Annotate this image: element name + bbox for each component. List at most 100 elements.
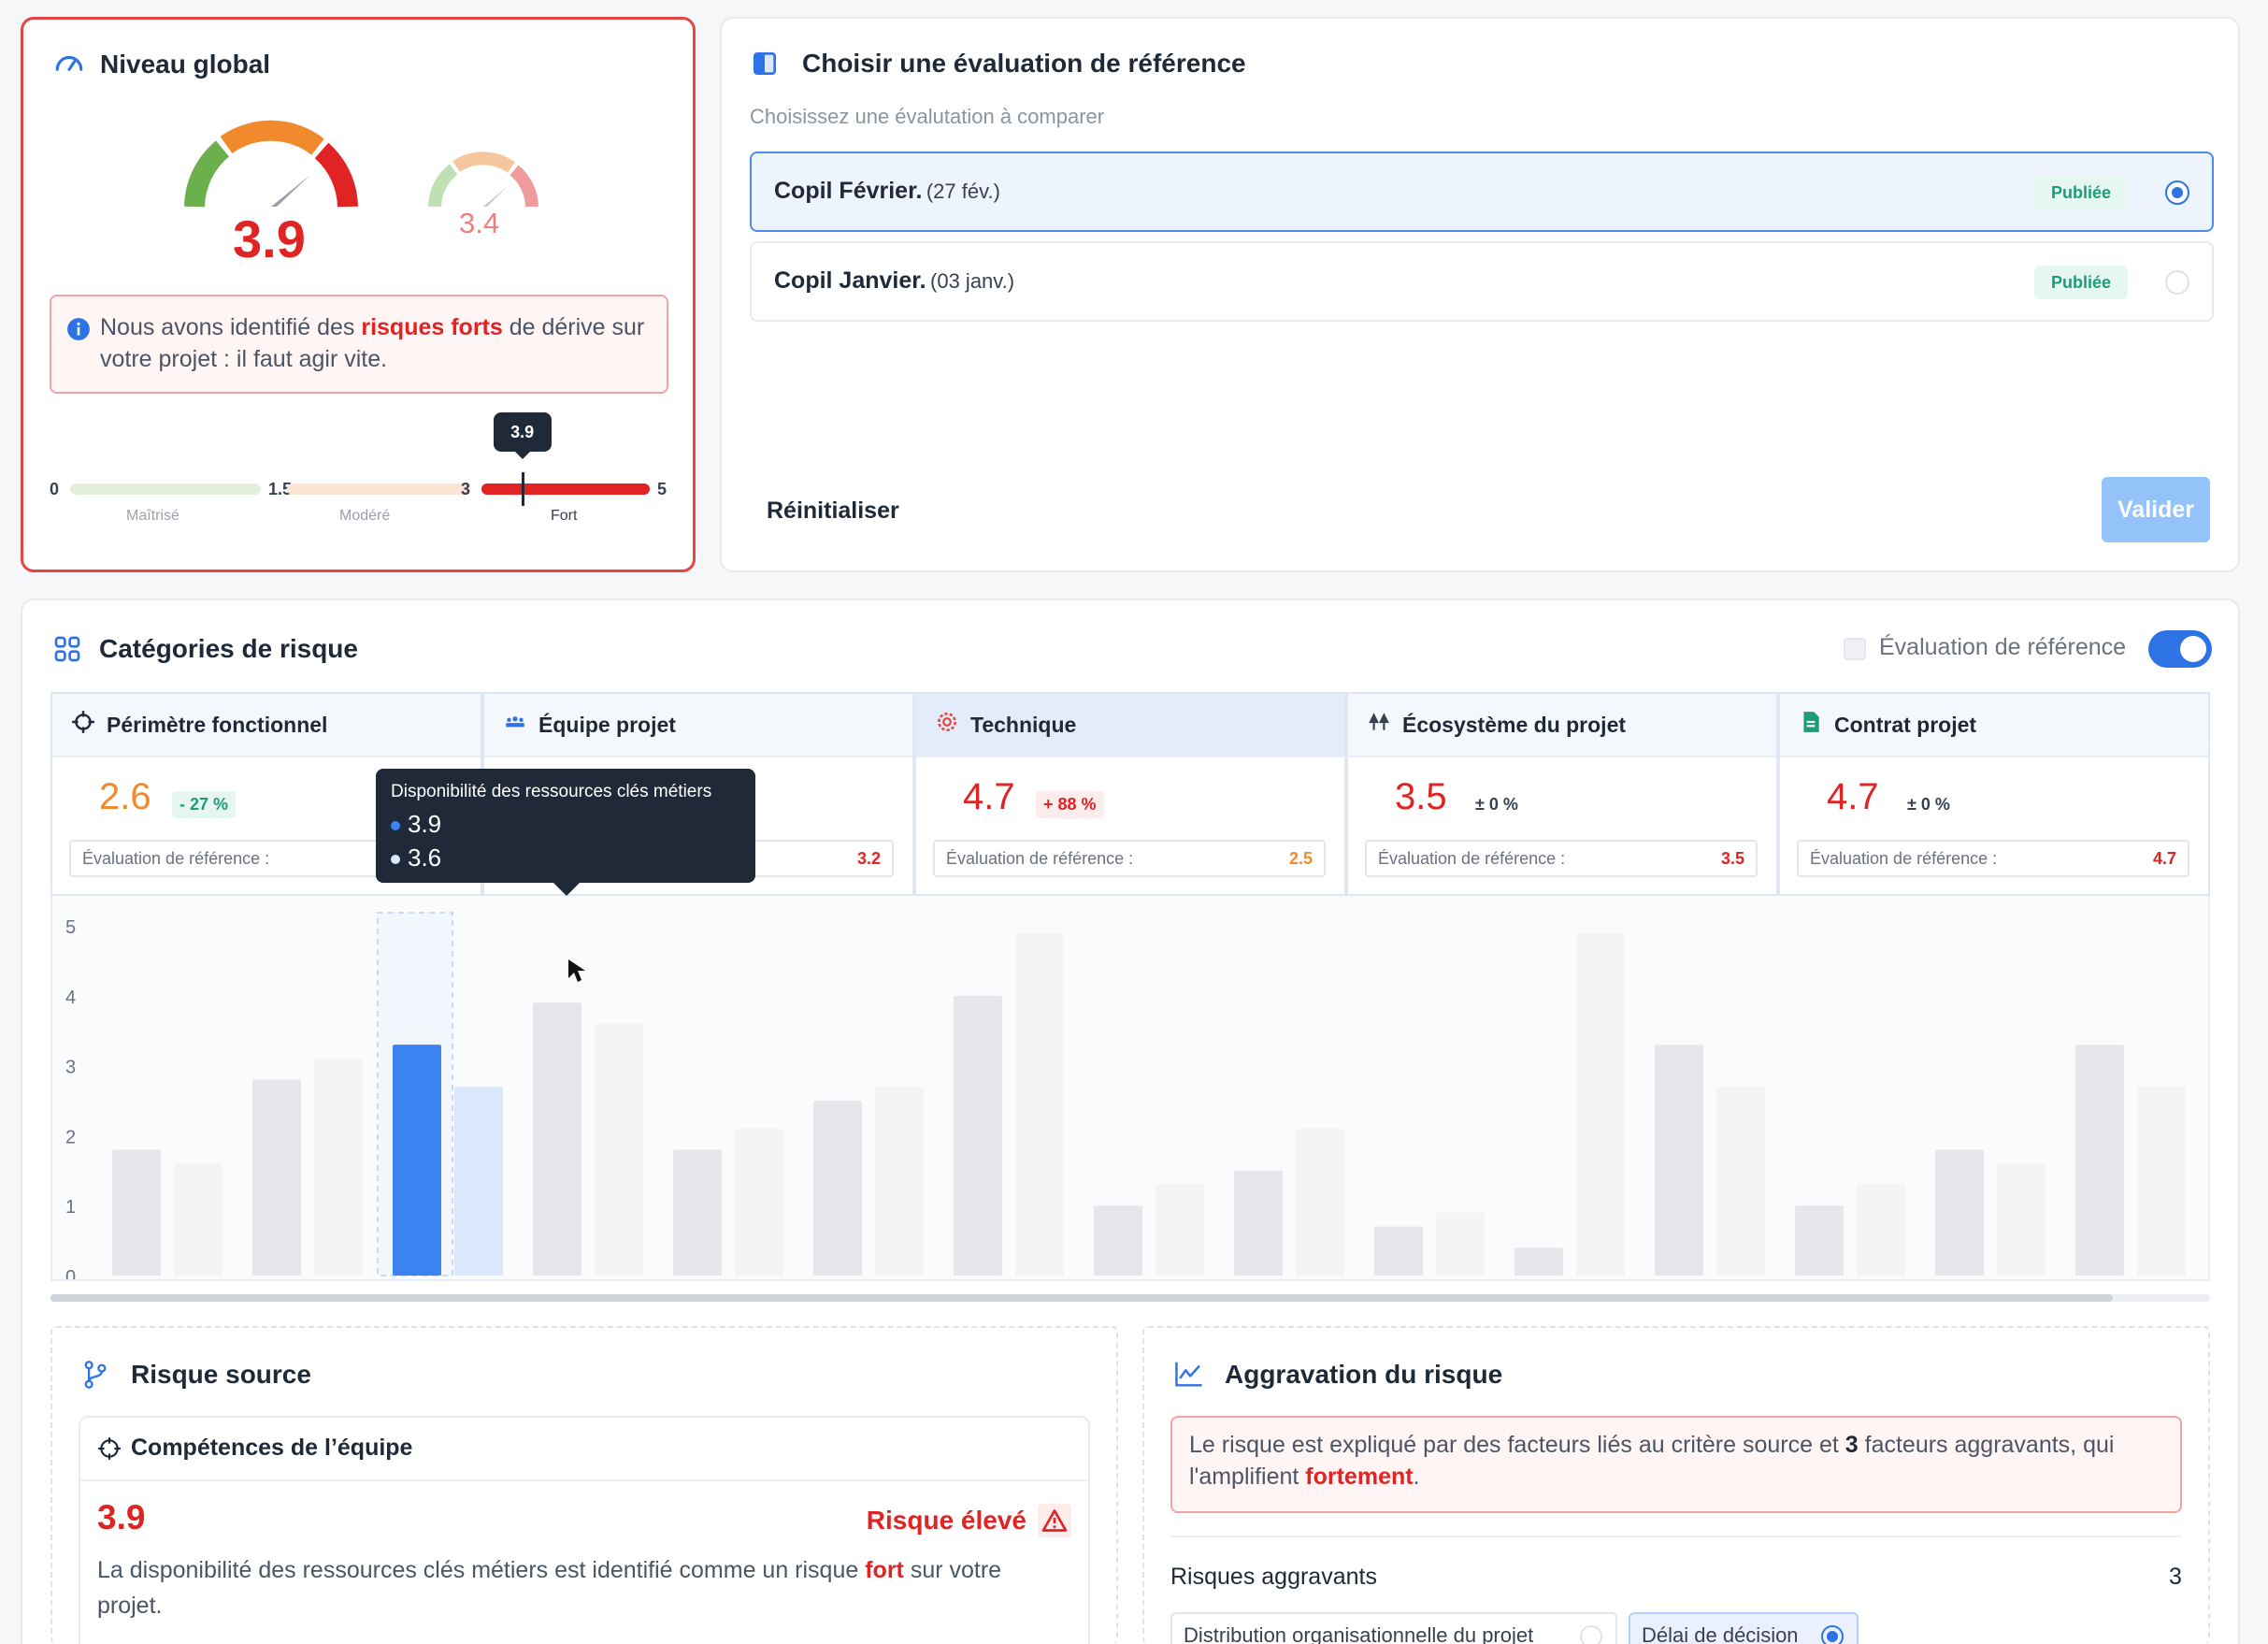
source-level: Risque élevé xyxy=(866,1506,1026,1535)
bar-reference-0[interactable] xyxy=(174,1163,222,1276)
tab-score: 4.7 xyxy=(1827,776,1879,817)
option-radio[interactable] xyxy=(2165,270,2189,295)
tab-reference-value: 2.5 xyxy=(1288,849,1313,868)
grid-icon xyxy=(54,636,80,662)
bar-current-12[interactable] xyxy=(1795,1205,1844,1276)
bar-reference-7[interactable] xyxy=(1156,1184,1204,1276)
tooltip-title: Disponibilité des ressources clés métier… xyxy=(391,782,712,801)
bar-reference-5[interactable] xyxy=(875,1087,924,1276)
bar-reference-3[interactable] xyxy=(595,1023,643,1276)
tab-reference-value: 4.7 xyxy=(2152,849,2176,868)
chip-radio[interactable] xyxy=(1580,1625,1602,1644)
y-tick-label: 1 xyxy=(65,1197,76,1218)
validate-button[interactable]: Valider xyxy=(2102,477,2210,542)
reset-button[interactable]: Réinitialiser xyxy=(767,498,899,524)
reference-chooser-card: Choisir une évaluation de référence Choi… xyxy=(720,17,2240,572)
bar-reference-13[interactable] xyxy=(1997,1163,2046,1276)
crosshair-icon xyxy=(71,710,107,740)
option-radio[interactable] xyxy=(2165,180,2189,205)
bar-current-11[interactable] xyxy=(1655,1045,1703,1276)
scale-tick-3: 5 xyxy=(657,480,667,498)
bar-reference-6[interactable] xyxy=(1015,932,1064,1276)
chip-radio[interactable] xyxy=(1821,1625,1844,1644)
bar-current-13[interactable] xyxy=(1935,1149,1984,1276)
tab-reference-field: Évaluation de référence : xyxy=(69,840,406,877)
bar-current-4[interactable] xyxy=(673,1149,722,1276)
bar-current-1[interactable] xyxy=(252,1079,301,1276)
aggravation-alert: Le risque est expliqué par des facteurs … xyxy=(1170,1416,2182,1513)
category-bar-chart: 0 1 2 3 4 5 xyxy=(50,896,2210,1288)
branch-icon xyxy=(84,1361,107,1389)
bar-reference-12[interactable] xyxy=(1857,1184,1905,1276)
main-gauge xyxy=(184,120,358,208)
reference-checkbox[interactable] xyxy=(1844,638,1866,660)
cursor-icon xyxy=(568,959,585,982)
tab-header[interactable]: Périmètre fonctionnel xyxy=(52,694,481,757)
category-tab-4[interactable]: Contrat projet 4.7 ± 0 % Évaluation de réfé… xyxy=(1778,692,2210,896)
tab-reference-label: Évaluation de référence : xyxy=(82,849,270,868)
reference-subtitle: Choisissez une évalutation à comparer xyxy=(750,105,1105,128)
tab-header[interactable]: Écosystème du projet xyxy=(1348,694,1776,757)
reference-option-fevrier[interactable]: Copil Février. (27 fév.) Publiée xyxy=(750,151,2214,232)
bar-reference-4[interactable] xyxy=(735,1128,783,1276)
aggravation-title: Aggravation du risque xyxy=(1225,1360,1503,1389)
scale-zone-high xyxy=(481,483,650,495)
tab-reference-value: 3.2 xyxy=(856,849,881,868)
bar-current-3[interactable] xyxy=(533,1002,581,1276)
bar-current-0[interactable] xyxy=(112,1149,161,1276)
scrollbar-thumb[interactable] xyxy=(50,1294,2113,1302)
global-level-card: Niveau global 3.9 3.4 Nous avons identif… xyxy=(21,17,696,572)
tab-header[interactable]: Contrat projet xyxy=(1780,694,2208,757)
y-tick-label: 2 xyxy=(65,1127,76,1147)
global-score: 3.9 xyxy=(233,209,306,268)
reference-title: Choisir une évaluation de référence xyxy=(802,49,1246,78)
bar-current-2[interactable] xyxy=(393,1045,441,1276)
global-alert: Nous avons identifié des risques forts d… xyxy=(50,295,668,394)
category-tab-3[interactable]: Écosystème du projet 3.5 ± 0 % Évaluation d… xyxy=(1346,692,1778,896)
tab-header[interactable]: Équipe projet xyxy=(484,694,912,757)
bar-current-14[interactable] xyxy=(2075,1045,2124,1276)
option-name: Copil Février. xyxy=(774,178,923,204)
bar-reference-11[interactable] xyxy=(1716,1087,1765,1276)
source-score: 3.9 xyxy=(97,1498,146,1536)
bar-current-8[interactable] xyxy=(1234,1170,1283,1276)
tab-reference-label: Évaluation de référence : xyxy=(1378,849,1566,868)
bar-reference-10[interactable] xyxy=(1576,932,1625,1276)
aggravating-count: 3 xyxy=(2169,1564,2182,1590)
bar-current-9[interactable] xyxy=(1374,1226,1423,1276)
bar-current-10[interactable] xyxy=(1514,1247,1563,1276)
aggravating-chip-selected[interactable]: Délai de décision xyxy=(1629,1612,1859,1644)
document-icon xyxy=(1799,710,1834,740)
reference-toggle-switch[interactable] xyxy=(2148,630,2212,668)
bar-reference-9[interactable] xyxy=(1436,1212,1485,1276)
tab-score: 4.7 xyxy=(963,776,1015,817)
bar-reference-1[interactable] xyxy=(314,1059,363,1276)
tab-header[interactable]: Technique xyxy=(916,694,1344,757)
bar-reference-14[interactable] xyxy=(2137,1087,2186,1276)
y-tick-label: 5 xyxy=(65,917,76,938)
tab-delta: ± 0 % xyxy=(1475,795,1518,814)
tab-name: Périmètre fonctionnel xyxy=(107,712,328,737)
bar-current-6[interactable] xyxy=(954,995,1002,1276)
scale-tick-2: 3 xyxy=(461,480,471,498)
bar-reference-8[interactable] xyxy=(1296,1128,1344,1276)
scale-zone-label-mid: Modéré xyxy=(339,508,391,524)
category-tab-2[interactable]: Technique 4.7 + 88 % Évaluation de référenc… xyxy=(914,692,1346,896)
team-icon xyxy=(503,710,538,740)
tab-reference-field: Évaluation de référence : 3.5 xyxy=(1365,840,1758,877)
chart-scrollbar[interactable] xyxy=(50,1294,2210,1302)
source-card-title: Compétences de l’équipe xyxy=(131,1435,413,1461)
reference-option-janvier[interactable]: Copil Janvier. (03 janv.) Publiée xyxy=(750,241,2214,322)
bar-current-7[interactable] xyxy=(1094,1205,1142,1276)
status-badge: Publiée xyxy=(2033,176,2128,209)
tab-name: Technique xyxy=(970,712,1077,737)
cog-icon xyxy=(935,710,970,740)
info-icon xyxy=(67,318,90,340)
crosshair-icon xyxy=(98,1437,121,1460)
bar-current-5[interactable] xyxy=(813,1101,862,1276)
risk-source-panel xyxy=(50,1326,1118,1644)
bar-reference-2[interactable] xyxy=(454,1087,503,1276)
risk-aggravation-panel xyxy=(1142,1326,2210,1644)
risk-source-card: Compétences de l’équipe 3.9 Risque élevé… xyxy=(79,1416,1090,1644)
aggravating-chip[interactable]: Distribution organisationnelle du projet xyxy=(1170,1612,1617,1644)
